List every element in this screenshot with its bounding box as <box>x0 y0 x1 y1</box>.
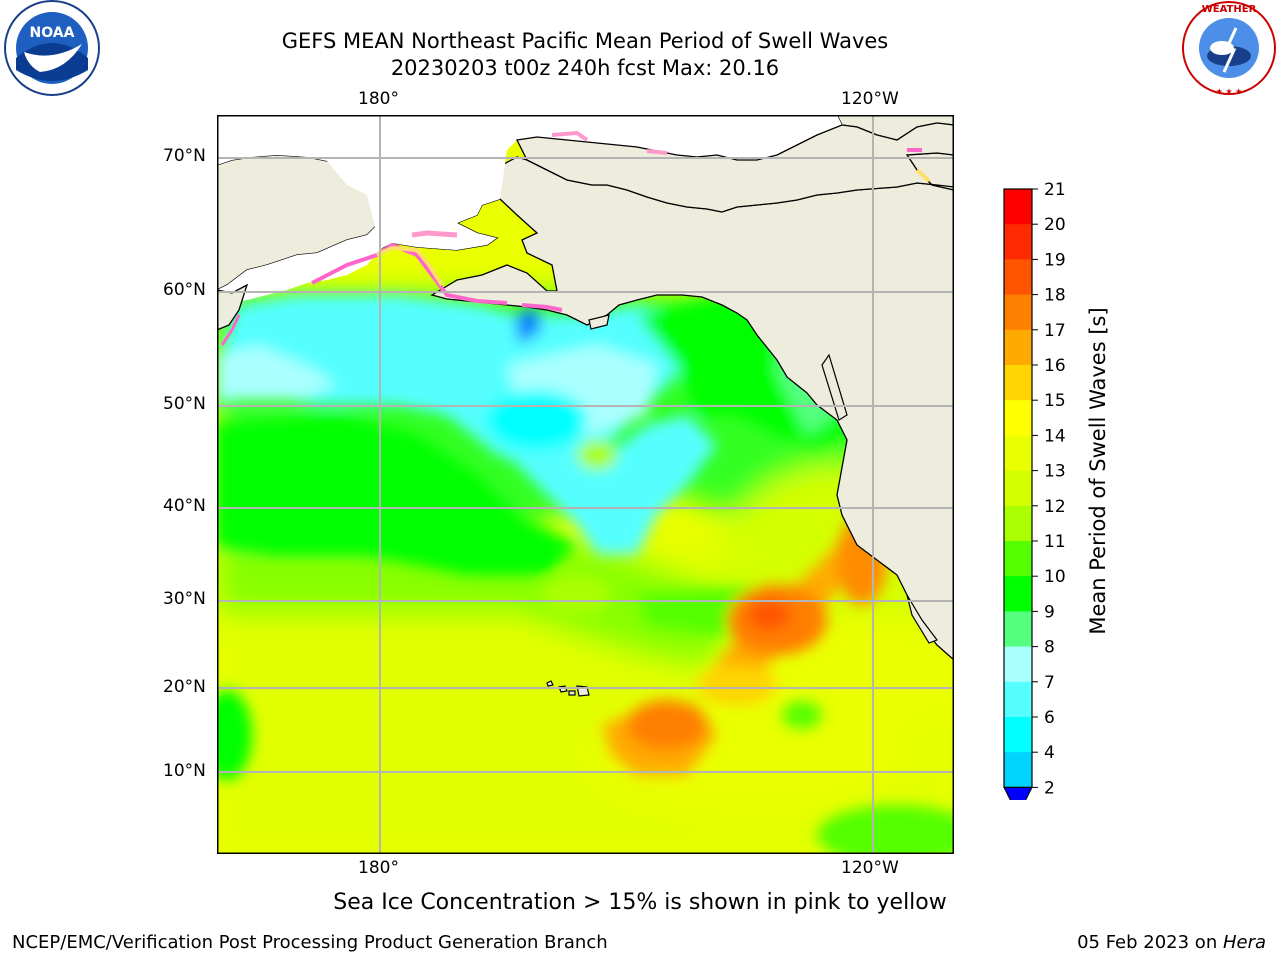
caption-text: Sea Ice Concentration > 15% is shown in … <box>333 890 947 915</box>
colorbar-tick-label: 2 <box>1044 778 1055 798</box>
colorbar-extend-triangle <box>1003 786 1033 817</box>
colorbar-tick-label: 7 <box>1044 673 1055 693</box>
colorbar-tick-label: 10 <box>1044 567 1066 587</box>
swell-period-map <box>217 115 954 854</box>
footer-credit: NCEP/EMC/Verification Post Processing Pr… <box>12 932 608 953</box>
colorbar-tick-label: 20 <box>1044 215 1066 235</box>
lat-label-20n: 20°N <box>163 677 206 697</box>
colorbar-frame <box>1003 188 1033 789</box>
colorbar-segment <box>1004 611 1032 648</box>
svg-text:★ ★ ★: ★ ★ ★ <box>1216 87 1243 96</box>
colorbar-segment <box>1004 470 1032 507</box>
colorbar-segment <box>1004 329 1032 366</box>
colorbar: 21 20 19 18 17 16 15 14 13 12 11 10 9 8 7 6 4 2 <box>990 180 1120 817</box>
sea-ice-edge <box>220 130 931 346</box>
colorbar-tick-label: 9 <box>1044 602 1055 622</box>
lat-label-30n: 30°N <box>163 589 206 609</box>
colorbar-segment <box>1004 717 1032 753</box>
colorbar-tick-label: 11 <box>1044 532 1066 552</box>
lat-label-70n: 70°N <box>163 146 206 166</box>
colorbar-tick-label: 8 <box>1044 638 1055 658</box>
colorbar-segment <box>1004 294 1032 331</box>
colorbar-segment <box>1004 189 1032 225</box>
lon-label-bottom-120w: 120°W <box>841 858 899 878</box>
chart-title: GEFS MEAN Northeast Pacific Mean Period … <box>281 29 889 53</box>
colorbar-tick-label: 12 <box>1044 497 1066 517</box>
colorbar-tick-label: 13 <box>1044 462 1066 482</box>
svg-text:NOAA: NOAA <box>30 25 75 41</box>
colorbar-tick-label: 19 <box>1044 250 1066 270</box>
colorbar-segment <box>1004 365 1032 401</box>
colorbar-tick-label: 15 <box>1044 391 1066 411</box>
colorbar-segment <box>1004 435 1032 472</box>
colorbar-segment <box>1004 505 1032 542</box>
colorbar-tick-label: 6 <box>1044 708 1055 728</box>
colorbar-tick-label: 18 <box>1044 286 1066 306</box>
colorbar-segment <box>1004 681 1032 718</box>
gridlines <box>217 115 954 854</box>
lat-label-50n: 50°N <box>163 394 206 414</box>
colorbar-tick-label: 14 <box>1044 426 1066 446</box>
svg-text:WEATHER: WEATHER <box>1202 4 1257 15</box>
footer-date: 05 Feb 2023 on Hera <box>1077 932 1266 953</box>
lat-label-40n: 40°N <box>163 496 206 516</box>
colorbar-segment <box>1004 646 1032 683</box>
colorbar-segment <box>1004 224 1032 260</box>
nws-logo: WEATHER ★ ★ ★ <box>1180 0 1278 98</box>
sea-ice-caption: Sea Ice Concentration > 15% is shown in … <box>0 890 1280 915</box>
footer-host: Hera <box>1222 932 1266 953</box>
colorbar-segment <box>1004 400 1032 436</box>
colorbar-label: Mean Period of Swell Waves [s] <box>1086 307 1110 635</box>
lon-label-top-180: 180° <box>358 89 399 109</box>
chart-subtitle: 20230203 t00z 240h fcst Max: 20.16 <box>390 56 780 80</box>
lat-label-10n: 10°N <box>163 761 206 781</box>
colorbar-tick-label: 21 <box>1044 180 1066 200</box>
lon-label-bottom-180: 180° <box>358 858 399 878</box>
noaa-logo: NOAA <box>2 0 102 100</box>
colorbar-segment <box>1004 576 1032 612</box>
colorbar-tick-label: 17 <box>1044 321 1066 341</box>
colorbar-segment <box>1004 541 1032 577</box>
footer-date-text: 05 Feb 2023 on <box>1077 932 1223 953</box>
colorbar-tick-label: 16 <box>1044 356 1066 376</box>
colorbar-segment <box>1004 259 1032 296</box>
colorbar-tick-label: 4 <box>1044 743 1055 763</box>
lat-label-60n: 60°N <box>163 280 206 300</box>
lon-label-top-120w: 120°W <box>841 89 899 109</box>
colorbar-segment <box>1004 752 1032 788</box>
